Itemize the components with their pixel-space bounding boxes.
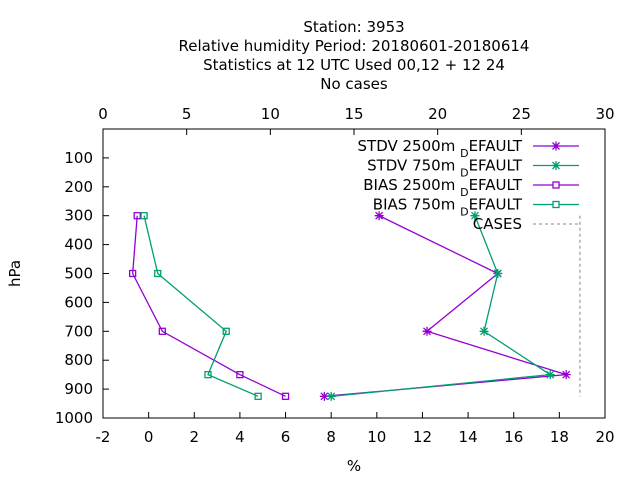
x-tick-label: 18 — [550, 428, 569, 446]
data-point — [129, 269, 137, 278]
y-tick-label: 400 — [64, 236, 93, 254]
data-point — [154, 269, 162, 278]
y-tick-label: 500 — [64, 265, 93, 283]
data-point — [319, 391, 329, 401]
series — [319, 211, 571, 401]
x-tick-label: 0 — [144, 428, 154, 446]
data-point — [254, 392, 262, 400]
y-tick-label: 300 — [64, 207, 93, 225]
series-line — [324, 215, 567, 397]
data-point — [133, 212, 141, 220]
series — [140, 212, 262, 400]
x-tick-label: 14 — [459, 428, 478, 446]
y-tick-label: 900 — [64, 380, 93, 398]
data-point — [222, 327, 230, 335]
legend-marker — [552, 200, 560, 209]
series-line — [331, 215, 553, 397]
series — [326, 211, 555, 401]
y-tick-label: 600 — [64, 293, 93, 311]
legend-label: BIAS 2500m DEFAULT — [363, 176, 523, 199]
legend-label: BIAS 750m DEFAULT — [373, 196, 523, 219]
legend-marker — [551, 161, 561, 170]
title-line: No cases — [320, 75, 388, 93]
legend-label: STDV 750m DEFAULT — [367, 157, 523, 180]
data-series — [129, 211, 581, 401]
data-point — [493, 269, 503, 278]
plot-frame — [102, 128, 606, 419]
x-tick-label: 12 — [413, 428, 432, 446]
x2-tick-label: 20 — [428, 105, 447, 123]
title-line: Statistics at 12 UTC Used 00,12 + 12 24 — [203, 56, 505, 74]
data-point — [545, 370, 555, 380]
legend-label: CASES — [473, 215, 522, 233]
data-point — [326, 391, 336, 401]
x-tick-label: 8 — [326, 428, 336, 446]
legend-marker — [551, 141, 561, 151]
x-tick-label: 4 — [235, 428, 245, 446]
x-tick-label: 20 — [595, 428, 614, 446]
x2-tick-label: 30 — [595, 105, 614, 123]
data-point — [470, 211, 480, 221]
y-axis-label: hPa — [6, 260, 24, 287]
title-line: Relative humidity Period: 20180601-20180… — [179, 37, 530, 55]
x2-tick-label: 25 — [512, 105, 531, 123]
y-tick-label: 800 — [64, 351, 93, 369]
x2-tick-label: 0 — [98, 105, 108, 123]
legend-marker — [552, 181, 560, 189]
series-line — [132, 215, 286, 397]
legend-entry: CASES — [473, 215, 579, 233]
data-point — [374, 211, 384, 221]
x2-tick-label: 5 — [182, 105, 192, 123]
legend-entry: STDV 2500m DEFAULT — [358, 137, 579, 160]
y-tick-label: 100 — [64, 149, 93, 167]
legend-label: STDV 2500m DEFAULT — [358, 137, 523, 160]
data-point — [479, 326, 489, 336]
legend-entry: BIAS 750m DEFAULT — [373, 196, 579, 219]
x-tick-label: 2 — [189, 428, 199, 446]
data-point — [236, 370, 244, 379]
data-point — [281, 392, 290, 400]
x-tick-label: 10 — [367, 428, 386, 446]
data-point — [140, 212, 148, 220]
series — [129, 212, 290, 400]
y-tick-label: 200 — [64, 178, 93, 196]
legend-entry: STDV 750m DEFAULT — [367, 157, 579, 180]
x-axis-label: % — [347, 457, 361, 475]
x2-tick-label: 10 — [261, 105, 280, 123]
data-point — [158, 327, 166, 335]
x-tick-label: 6 — [281, 428, 291, 446]
series-line — [143, 215, 259, 397]
y-tick-label: 700 — [64, 322, 93, 340]
x2-tick-label: 15 — [344, 105, 363, 123]
title-line: Station: 3953 — [303, 18, 404, 36]
data-point — [204, 370, 212, 379]
legend-entry: BIAS 2500m DEFAULT — [363, 176, 579, 199]
x-tick-label: 16 — [504, 428, 523, 446]
data-point — [561, 370, 571, 380]
y-tick-label: 1000 — [55, 409, 93, 427]
data-point — [422, 326, 432, 336]
x-tick-label: -2 — [96, 428, 111, 446]
axis-ticks: -2 0 2 4 6 8 10 12 14 16 18 200 5 10 15 20 25 30100200300… — [55, 105, 615, 446]
